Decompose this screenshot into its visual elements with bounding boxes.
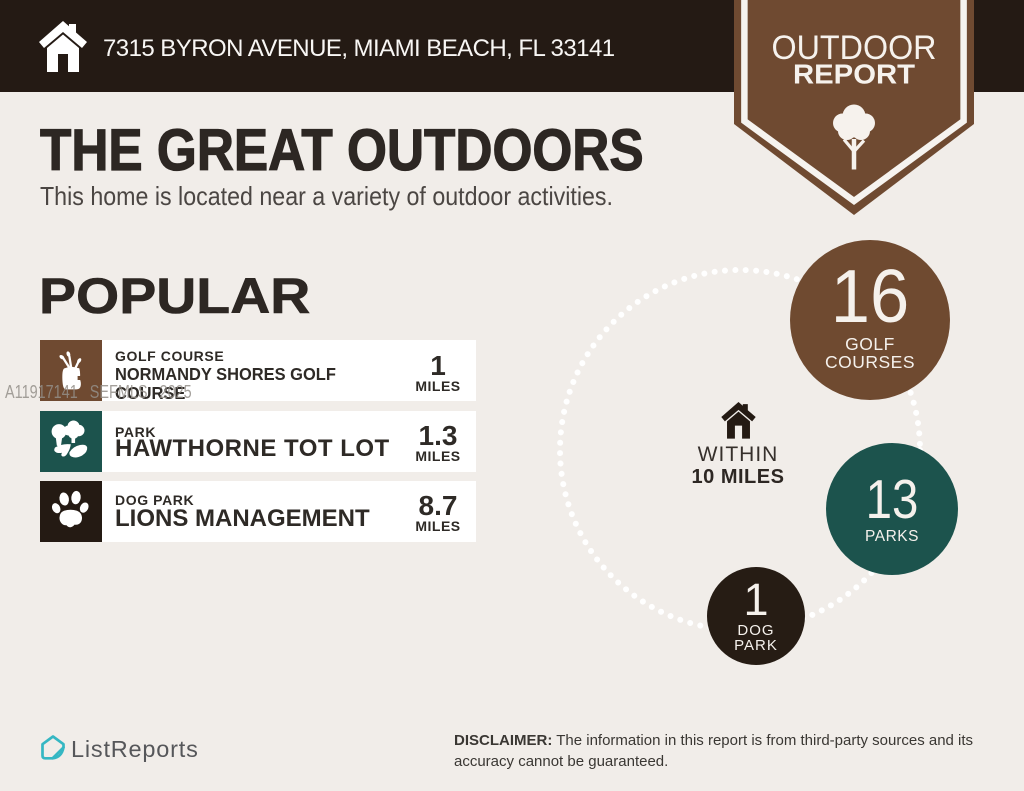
svg-text:REPORT: REPORT	[793, 59, 915, 90]
svg-text:OUTDOOR: OUTDOOR	[772, 29, 937, 67]
